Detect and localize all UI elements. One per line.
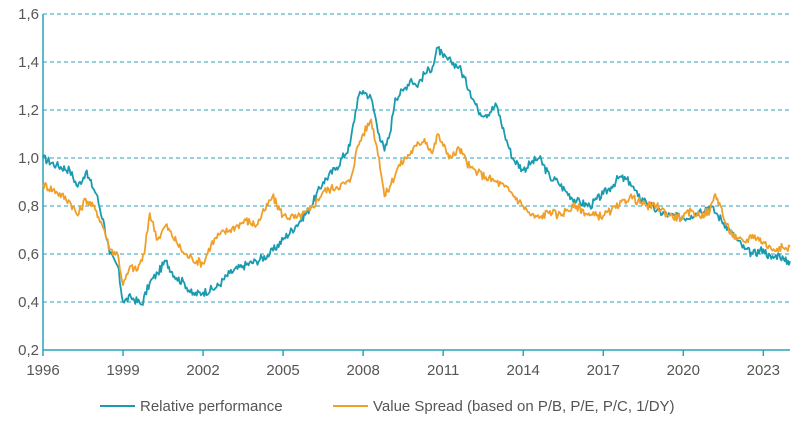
series-layer [42,45,791,306]
x-tick-label: 2017 [587,362,620,379]
x-tick-label: 1996 [26,362,59,379]
legend-label: Value Spread (based on P/B, P/E, P/C, 1/… [373,398,675,415]
legend: Relative performance Value Spread (based … [100,398,675,415]
y-tick-label: 1,2 [18,102,39,119]
y-tick-label: 0,4 [18,294,39,311]
legend-label: Relative performance [140,398,283,415]
x-tick-label: 1999 [106,362,139,379]
x-tick-label: 2011 [427,362,459,379]
x-tick-label: 2014 [507,362,540,379]
y-tick-label: 1,6 [18,6,39,23]
x-tick-label: 2005 [266,362,299,379]
y-tick-label: 0,8 [18,198,39,215]
tick-label-layer: 0,2 0,4 0,6 0,8 1,0 1,2 1,4 1,6 1996 1999 2002 2005… [18,6,780,379]
grid-layer [43,13,790,303]
x-tick-label: 2023 [747,362,780,379]
x-tick-label: 2002 [186,362,219,379]
axis-layer [42,14,790,356]
series-line-relative-performance [42,45,791,306]
x-tick-label: 2020 [667,362,700,379]
y-tick-label: 0,2 [18,342,39,359]
series-line-value-spread [42,118,791,287]
x-tick-label: 2008 [346,362,379,379]
y-tick-label: 1,4 [18,54,39,71]
y-tick-label: 1,0 [18,150,39,167]
y-tick-label: 0,6 [18,246,39,263]
